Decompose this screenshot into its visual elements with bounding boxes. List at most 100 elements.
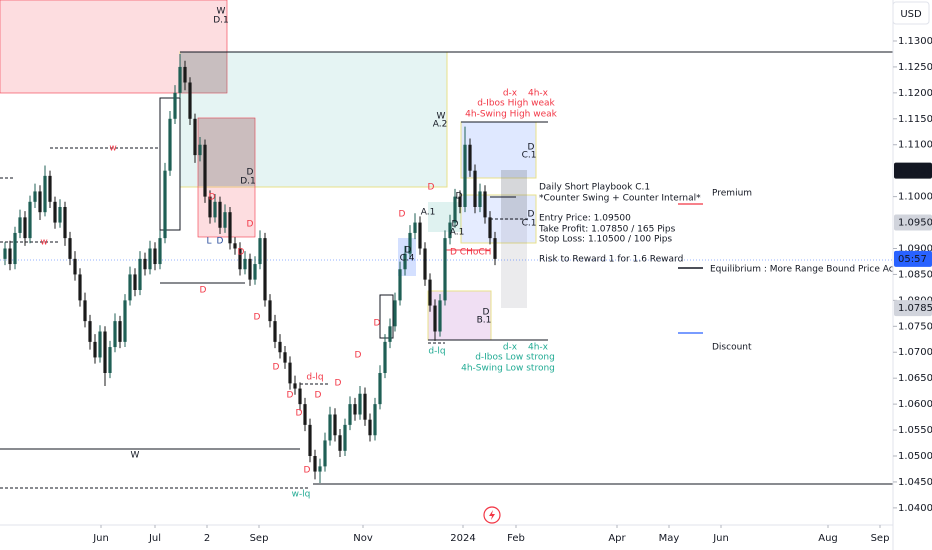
annotation: Premium <box>712 189 752 199</box>
price-label: 05:57 <box>898 254 927 265</box>
annotation: Equilibrium : More Range Bound Price Act… <box>710 265 911 275</box>
candle-body <box>93 341 97 358</box>
candle-body <box>18 217 22 233</box>
x-tick-label: Apr <box>608 533 626 544</box>
x-tick-label: Jun <box>712 533 729 544</box>
candle-body <box>113 321 117 348</box>
candle-body <box>303 404 307 425</box>
candle-body <box>193 118 197 156</box>
candle-body <box>123 300 127 342</box>
candle-body <box>423 248 427 280</box>
candle-body <box>368 419 372 436</box>
annotation: D CHoCH <box>450 248 491 258</box>
candle-body <box>433 305 437 332</box>
candle-body <box>158 238 162 265</box>
candle-body <box>53 201 57 223</box>
y-tick-label: 1.11500 <box>898 114 932 125</box>
candle-body <box>173 92 177 119</box>
candle-body <box>178 66 182 93</box>
candle-body <box>218 201 222 228</box>
candle-body <box>428 279 432 306</box>
annotation: D.1 <box>213 16 229 26</box>
annotation: 4h-Swing High weak <box>465 110 557 120</box>
x-tick-label: May <box>659 533 680 544</box>
candle-body <box>378 372 382 405</box>
price-label-box <box>894 214 932 231</box>
annotation: D <box>247 168 254 178</box>
annotation: D <box>315 391 322 401</box>
candle-body <box>83 300 87 322</box>
price-label-box <box>894 300 932 317</box>
annotation: A.1 <box>450 228 465 238</box>
lightning-icon[interactable] <box>483 506 501 524</box>
currency-box[interactable] <box>892 1 930 25</box>
annotation: D <box>273 363 280 373</box>
candle-body <box>373 404 377 436</box>
y-tick-label: 1.11000 <box>898 140 932 151</box>
annotation: D <box>405 246 412 256</box>
annotation: d-lq <box>428 347 445 357</box>
candle-body <box>293 383 297 389</box>
candle-body <box>478 191 482 207</box>
x-tick-label: Feb <box>507 533 525 544</box>
candle-body <box>253 264 257 280</box>
x-tick-label: 2 <box>204 533 210 544</box>
y-tick-label: 1.12000 <box>898 88 932 99</box>
annotation: D <box>254 313 261 323</box>
candle-body <box>128 274 132 301</box>
candle-body <box>323 440 327 467</box>
candle-body <box>318 466 322 472</box>
annotation: d-Ibos High weak <box>477 99 555 109</box>
annotation: D.1 <box>240 177 256 187</box>
annotation: D <box>209 193 216 203</box>
annotation: *Counter Swing + Counter Internal* <box>539 194 701 204</box>
candle-body <box>313 456 317 472</box>
candle-body <box>108 347 112 373</box>
annotation: D <box>528 210 535 220</box>
candle-body <box>43 175 47 213</box>
annotation: D <box>296 409 303 419</box>
candle-body <box>98 331 102 358</box>
candle-body <box>138 258 142 290</box>
candle-body <box>403 253 407 270</box>
candle-body <box>168 118 172 171</box>
x-tick-label: Sep <box>250 533 269 544</box>
annotation: Entry Price: 1.09500 <box>539 214 631 224</box>
x-tick-label: Jul <box>148 533 161 544</box>
annotation: D <box>374 319 381 329</box>
candle-body <box>223 212 227 228</box>
currency[interactable]: USD <box>900 9 922 20</box>
candles <box>3 53 497 483</box>
candle-body <box>308 424 312 457</box>
annotation: C.1 <box>522 151 537 161</box>
candle-body <box>228 212 232 244</box>
candle-body <box>413 222 417 233</box>
annotation: D <box>483 308 490 318</box>
annotation: d-x <box>503 343 518 353</box>
candle-body <box>38 191 42 213</box>
candle-body <box>68 238 72 259</box>
annotation: D <box>200 286 207 296</box>
annotation: D <box>528 143 535 153</box>
candle-body <box>3 248 7 259</box>
candle-body <box>388 326 392 342</box>
annotation: W <box>217 7 226 17</box>
candle-body <box>383 341 387 373</box>
annotation: 4h-Swing Low strong <box>461 364 555 374</box>
candle-body <box>348 404 352 425</box>
annotation: D <box>355 351 362 361</box>
annotation: d-Ibos Low strong <box>475 353 555 363</box>
candle-body <box>198 144 202 156</box>
y-tick-label: 1.08500 <box>898 269 932 280</box>
candle-body <box>73 258 77 275</box>
candle-body <box>208 196 212 218</box>
x-tick-label: Aug <box>818 533 838 544</box>
candle-body <box>283 352 287 363</box>
annotation: d-lq <box>306 373 323 383</box>
candle-body <box>443 238 447 301</box>
candle-body <box>333 414 337 436</box>
candle-body <box>493 238 497 259</box>
annotation: D <box>304 466 311 476</box>
candle-body <box>8 248 12 265</box>
